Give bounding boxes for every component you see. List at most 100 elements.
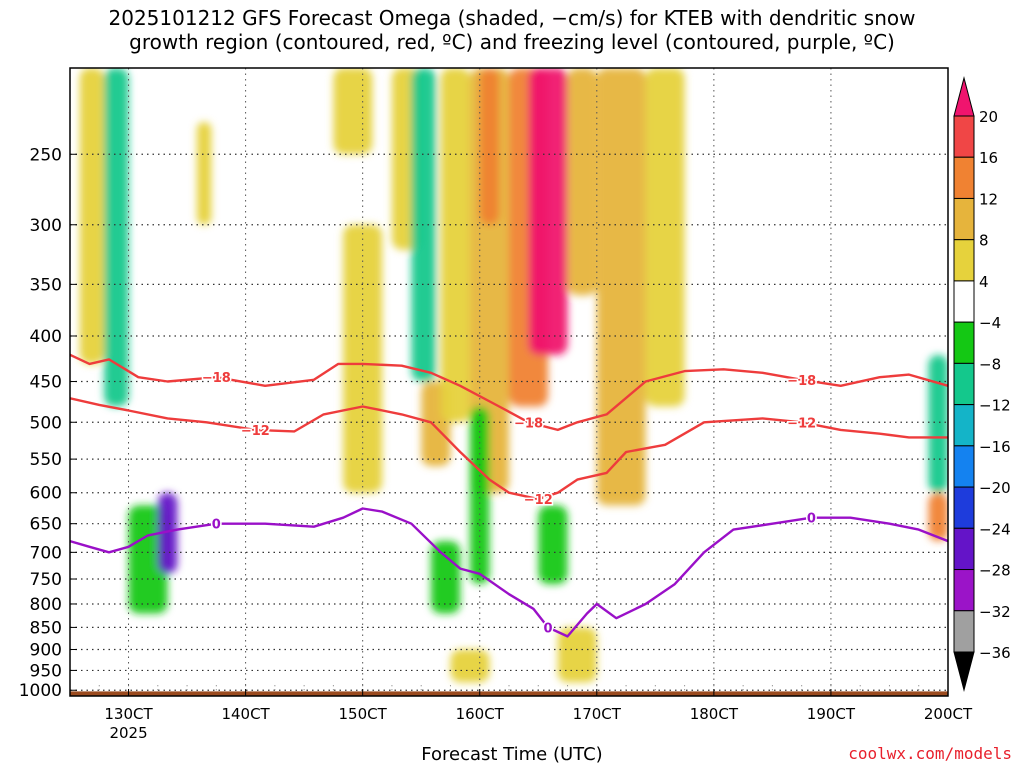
axes: 250 300 350 400 450 500 550 600 650 700 750 800 850 9…	[19, 67, 973, 742]
omega-region	[469, 406, 490, 585]
colorbar-swatch	[953, 404, 975, 447]
colorbar-label: −32	[979, 603, 1011, 621]
colorbar-swatch	[953, 527, 975, 571]
colorbar-swatch	[953, 321, 975, 364]
colorbar-label: −12	[979, 397, 1011, 415]
contour-line	[70, 507, 948, 638]
omega-region	[596, 68, 646, 506]
colorbar-label: 8	[979, 232, 989, 250]
colorbar-label: −24	[979, 520, 1011, 538]
omega-region	[104, 68, 129, 407]
colorbar-label: −28	[979, 562, 1011, 580]
colorbar-swatch	[953, 239, 975, 282]
y-tick-label: 750	[30, 570, 62, 590]
x-tick-label: 130CT	[104, 705, 153, 723]
contour-label: −12	[524, 493, 553, 508]
ground-band	[70, 691, 948, 696]
omega-region	[196, 122, 212, 225]
credit-text: coolwx.com/models	[848, 744, 1012, 763]
y-tick-label: 850	[30, 618, 62, 638]
colorbar-label: −20	[979, 479, 1011, 497]
omega-region	[928, 492, 948, 542]
y-tick-label: 800	[30, 595, 62, 615]
y-tick-label: 350	[30, 275, 62, 295]
colorbar-swatch	[953, 486, 975, 529]
omega-region	[528, 68, 568, 355]
y-tick-label: 250	[30, 145, 62, 165]
omega-region	[343, 224, 383, 493]
omega-region	[538, 505, 568, 585]
colorbar-swatch	[953, 610, 975, 653]
y-tick-label: 500	[30, 413, 62, 433]
omega-shading	[79, 68, 948, 683]
contour-label: −12	[241, 424, 270, 439]
omega-region	[567, 68, 597, 296]
colorbar-label: 20	[979, 108, 998, 126]
colorbar-swatch	[953, 569, 975, 612]
omega-region	[645, 68, 685, 407]
y-tick-label: 600	[30, 484, 62, 504]
contour-label: 0	[807, 512, 816, 527]
omega-region	[79, 68, 105, 364]
contour-line	[70, 353, 948, 432]
colorbar-top-arrow	[953, 76, 975, 117]
y-tick-label: 400	[30, 327, 62, 347]
colorbar-swatch	[953, 156, 975, 199]
colorbar-label: −16	[979, 438, 1011, 456]
contour-label: −18	[202, 371, 231, 386]
omega-region	[430, 541, 461, 614]
x-tick-label: 170CT	[573, 705, 622, 723]
colorbar: 20 16 12 8 4 −4 −8 −12 −16 −20 −24 −28 −32 −36	[953, 76, 1011, 692]
ground-surface	[70, 691, 948, 696]
colorbar-swatch	[953, 197, 975, 241]
contour-lines: −18 −18 −18 −12 −12 −12 0 0 0	[70, 353, 948, 638]
contour-label: 0	[543, 621, 552, 636]
omega-region	[411, 68, 436, 382]
colorbar-bottom-arrow	[953, 651, 975, 692]
chart-title-line-2: growth region (contoured, red, ºC) and f…	[129, 30, 895, 54]
omega-blobs	[79, 68, 948, 683]
contour-label: −18	[514, 416, 543, 431]
x-tick-label: 200CT	[924, 705, 973, 723]
grid-lines	[70, 68, 949, 696]
colorbar-swatch	[953, 115, 975, 158]
y-tick-label: 650	[30, 515, 62, 535]
x-tick-label: 160CT	[456, 705, 505, 723]
omega-region	[157, 492, 178, 574]
y-tick-label: 700	[30, 543, 62, 563]
colorbar-label: −36	[979, 644, 1011, 662]
contour-label: 0	[212, 518, 221, 533]
x-tick-label: 180CT	[690, 705, 739, 723]
x-tick-label: 140CT	[221, 705, 270, 723]
y-tick-label: 300	[30, 216, 62, 236]
x-axis-title: Forecast Time (UTC)	[421, 744, 603, 765]
y-tick-label: 1000	[19, 681, 62, 701]
omega-region	[479, 68, 500, 225]
chart-title: 2025101212 GFS Forecast Omega (shaded, −…	[0, 6, 1024, 54]
colorbar-label: −4	[979, 314, 1001, 332]
colorbar-label: 4	[979, 273, 989, 291]
contour-label: −18	[787, 374, 816, 389]
colorbar-label: −8	[979, 355, 1001, 373]
contour-line	[70, 397, 948, 501]
x-tick-label: 190CT	[807, 705, 856, 723]
omega-region	[440, 68, 470, 423]
omega-region	[557, 627, 597, 683]
omega-region	[450, 649, 490, 683]
omega-region	[333, 68, 373, 155]
omega-region	[928, 354, 948, 493]
chart-title-line-1: 2025101212 GFS Forecast Omega (shaded, −…	[108, 6, 916, 30]
colorbar-label: 12	[979, 190, 998, 208]
y-tick-label: 900	[30, 641, 62, 661]
colorbar-swatch	[953, 445, 975, 488]
colorbar-swatch	[953, 280, 975, 323]
y-tick-label: 550	[30, 450, 62, 470]
y-tick-label: 450	[30, 373, 62, 393]
x-tick-label: 150CT	[339, 705, 388, 723]
contour-label: −12	[787, 416, 816, 431]
colorbar-label: 16	[979, 149, 998, 167]
x-year-label: 2025	[109, 724, 147, 742]
colorbar-swatch	[953, 362, 975, 406]
y-tick-label: 950	[30, 661, 62, 681]
